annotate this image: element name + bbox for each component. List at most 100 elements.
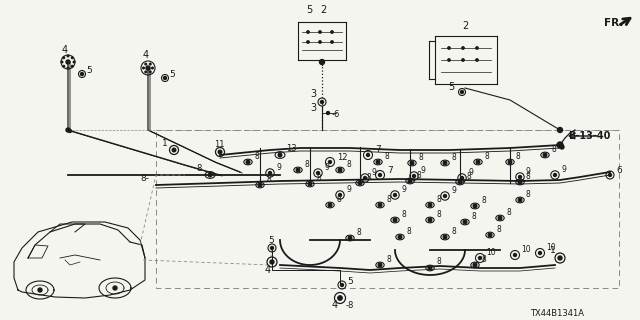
- Circle shape: [270, 260, 274, 264]
- Circle shape: [462, 59, 464, 61]
- Circle shape: [458, 180, 462, 184]
- Text: 2: 2: [320, 5, 326, 15]
- Text: 13: 13: [286, 143, 296, 153]
- Circle shape: [428, 266, 432, 270]
- Circle shape: [444, 195, 447, 197]
- Circle shape: [81, 73, 83, 76]
- Text: 12: 12: [337, 153, 348, 162]
- Circle shape: [428, 203, 432, 207]
- Text: 8: 8: [356, 228, 361, 236]
- Circle shape: [398, 235, 402, 239]
- Text: 8: 8: [506, 207, 511, 217]
- Circle shape: [73, 61, 75, 63]
- Text: 8: 8: [471, 212, 476, 220]
- Circle shape: [321, 100, 323, 103]
- Circle shape: [328, 203, 332, 207]
- Text: 8: 8: [484, 151, 489, 161]
- Circle shape: [269, 172, 271, 174]
- Text: 11: 11: [214, 140, 225, 148]
- Circle shape: [444, 161, 447, 165]
- Text: 4: 4: [265, 265, 271, 275]
- Text: 5: 5: [169, 69, 175, 78]
- Text: 8-: 8-: [140, 173, 149, 182]
- Circle shape: [508, 160, 512, 164]
- Text: 10: 10: [546, 243, 556, 252]
- Text: 8: 8: [346, 159, 351, 169]
- Text: 8: 8: [526, 189, 531, 198]
- Bar: [156, 130, 619, 288]
- Circle shape: [308, 182, 312, 186]
- Circle shape: [146, 66, 150, 70]
- Text: 3: 3: [310, 89, 316, 99]
- Text: 5: 5: [268, 236, 274, 244]
- Circle shape: [307, 41, 309, 43]
- Text: 2: 2: [462, 21, 468, 31]
- Circle shape: [152, 67, 154, 69]
- Circle shape: [444, 235, 447, 239]
- Circle shape: [338, 296, 342, 300]
- Text: 7: 7: [387, 165, 393, 174]
- Circle shape: [338, 168, 342, 172]
- Circle shape: [367, 154, 369, 156]
- Text: 8: 8: [416, 171, 420, 180]
- Text: 9: 9: [401, 185, 406, 194]
- Circle shape: [461, 91, 463, 93]
- Circle shape: [208, 173, 212, 177]
- Text: -8: -8: [346, 300, 355, 309]
- Circle shape: [319, 60, 324, 65]
- Circle shape: [63, 57, 65, 59]
- Text: 8: 8: [551, 145, 556, 154]
- Circle shape: [319, 31, 321, 33]
- Circle shape: [473, 263, 477, 267]
- Text: 8: 8: [254, 151, 259, 161]
- Circle shape: [145, 63, 147, 65]
- Circle shape: [145, 71, 147, 73]
- Text: 8: 8: [436, 210, 441, 219]
- Circle shape: [448, 47, 450, 49]
- Text: 10: 10: [486, 247, 495, 257]
- Circle shape: [317, 172, 319, 174]
- Circle shape: [560, 145, 564, 149]
- Circle shape: [38, 288, 42, 292]
- Text: 5: 5: [86, 66, 92, 75]
- Circle shape: [364, 177, 367, 180]
- Text: 9: 9: [526, 166, 531, 175]
- Text: 8: 8: [304, 159, 308, 169]
- Circle shape: [538, 252, 541, 254]
- Circle shape: [448, 59, 450, 61]
- Circle shape: [72, 66, 73, 67]
- Circle shape: [473, 204, 477, 208]
- Text: 6: 6: [616, 165, 621, 174]
- Text: 1: 1: [550, 245, 556, 254]
- Text: 8: 8: [336, 195, 340, 204]
- Text: 8: 8: [386, 195, 391, 204]
- Text: B-13-40: B-13-40: [568, 131, 611, 141]
- Text: 9: 9: [371, 167, 376, 177]
- Circle shape: [557, 127, 563, 132]
- Circle shape: [554, 173, 557, 177]
- Circle shape: [378, 263, 382, 267]
- Circle shape: [150, 63, 151, 65]
- Circle shape: [163, 76, 166, 79]
- Text: 9: 9: [420, 165, 425, 174]
- Circle shape: [258, 183, 262, 187]
- Text: 9: 9: [468, 167, 473, 177]
- Text: 4: 4: [143, 50, 149, 60]
- Circle shape: [172, 148, 176, 152]
- Circle shape: [66, 60, 70, 64]
- Text: 9: 9: [451, 186, 456, 195]
- Circle shape: [462, 47, 464, 49]
- Text: 8: 8: [266, 174, 271, 183]
- Circle shape: [413, 174, 415, 178]
- Text: 3: 3: [310, 103, 316, 113]
- Circle shape: [476, 47, 478, 49]
- Circle shape: [218, 150, 222, 154]
- Text: 8: 8: [316, 173, 321, 182]
- Circle shape: [63, 66, 65, 67]
- Circle shape: [113, 286, 117, 290]
- Text: 8: 8: [436, 195, 441, 204]
- Circle shape: [348, 236, 352, 240]
- Circle shape: [609, 173, 611, 177]
- Circle shape: [488, 233, 492, 237]
- Circle shape: [326, 111, 330, 115]
